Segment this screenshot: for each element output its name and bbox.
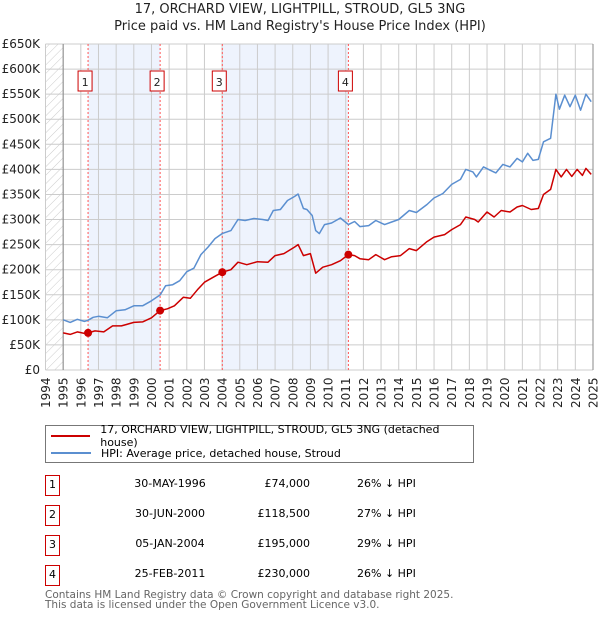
sale-point: [84, 328, 93, 337]
x-tick-label: 2005: [233, 377, 247, 408]
x-tick-label: 2025: [587, 377, 600, 408]
sale-number-badge: 3: [45, 535, 60, 556]
y-tick-label: £450K: [2, 137, 42, 151]
y-tick-label: £200K: [2, 263, 42, 277]
sale-hpi-diff: 26% ↓ HPI: [357, 567, 416, 580]
x-tick-label: 2006: [251, 377, 265, 408]
sale-number-badge: 2: [45, 505, 60, 526]
series-line-hpi: [62, 93, 592, 324]
x-tick-label: 2004: [216, 377, 230, 408]
sale-date: 25-FEB-2011: [134, 567, 206, 580]
y-tick-label: £500K: [2, 112, 42, 126]
x-tick-label: 1999: [127, 377, 141, 408]
x-tick-label: 2009: [304, 377, 318, 408]
sale-point: [218, 268, 227, 277]
sale-price: £118,500: [257, 507, 311, 520]
x-tick-label: 2015: [410, 377, 424, 408]
y-tick-label: £350K: [2, 187, 42, 201]
table-row: 1 30-MAY-1996 £74,000 26% ↓ HPI: [45, 475, 445, 496]
sale-price: £74,000: [264, 477, 311, 490]
y-tick-label: £150K: [2, 288, 42, 302]
chart-title: 17, ORCHARD VIEW, LIGHTPILL, STROUD, GL5…: [134, 2, 466, 17]
x-tick-label: 2002: [180, 377, 194, 408]
table-row: 3 05-JAN-2004 £195,000 29% ↓ HPI: [45, 535, 445, 556]
legend-label-hpi: HPI: Average price, detached house, Stro…: [101, 446, 341, 460]
x-tick-label: 2016: [428, 377, 442, 408]
legend-item-hpi: HPI: Average price, detached house, Stro…: [46, 445, 341, 461]
x-tick-label: 1998: [110, 377, 124, 408]
x-tick-label: 2007: [269, 377, 283, 408]
sale-hpi-diff: 27% ↓ HPI: [357, 507, 416, 520]
x-tick-label: 2017: [445, 377, 459, 408]
x-tick-label: 1995: [57, 377, 71, 408]
sale-price: £230,000: [257, 567, 311, 580]
x-tick-label: 1994: [39, 377, 53, 408]
x-tick-label: 2018: [463, 377, 477, 408]
footer-copyright: Contains HM Land Registry data © Crown c…: [45, 589, 454, 601]
x-tick-label: 1997: [92, 377, 106, 408]
y-tick-label: £650K: [2, 37, 42, 51]
sale-date: 05-JAN-2004: [135, 537, 205, 550]
sale-label-number: 2: [154, 76, 161, 89]
sale-label-box: [211, 70, 227, 92]
shaded-period-3-4: [222, 44, 349, 370]
sale-point: [156, 306, 165, 315]
y-tick-label: £600K: [2, 62, 42, 76]
x-tick-label: 2010: [322, 377, 336, 408]
y-tick-label: £550K: [2, 87, 42, 101]
x-tick-label: 2003: [198, 377, 212, 408]
x-tick-label: 2020: [498, 377, 512, 408]
legend-swatch-hpi: [51, 452, 91, 454]
x-tick-label: 2012: [357, 377, 371, 408]
chart-subtitle: Price paid vs. HM Land Registry's House …: [114, 19, 486, 34]
sale-hpi-diff: 26% ↓ HPI: [357, 477, 416, 490]
x-tick-label: 2021: [516, 377, 530, 408]
y-tick-label: £0: [25, 363, 40, 377]
x-tick-label: 2011: [339, 377, 353, 408]
legend-item-property: 17, ORCHARD VIEW, LIGHTPILL, STROUD, GL5…: [46, 423, 473, 449]
sale-number-badge: 4: [45, 565, 60, 586]
x-tick-label: 2014: [392, 377, 406, 408]
chart-legend: 17, ORCHARD VIEW, LIGHTPILL, STROUD, GL5…: [45, 423, 474, 463]
y-tick-label: £100K: [2, 313, 42, 327]
x-tick-label: 2024: [569, 377, 583, 408]
sale-date: 30-MAY-1996: [134, 477, 206, 490]
x-tick-label: 2019: [481, 377, 495, 408]
table-row: 4 25-FEB-2011 £230,000 26% ↓ HPI: [45, 565, 445, 586]
sale-hpi-diff: 29% ↓ HPI: [357, 537, 416, 550]
x-tick-label: 2023: [551, 377, 565, 408]
x-tick-label: 2013: [375, 377, 389, 408]
x-tick-label: 2001: [163, 377, 177, 408]
x-tick-label: 2000: [145, 377, 159, 408]
y-tick-label: £250K: [2, 238, 42, 252]
shaded-period-1-2: [88, 44, 161, 370]
sale-label-box: [149, 70, 165, 92]
sale-date: 30-JUN-2000: [134, 507, 206, 520]
sale-number-badge: 1: [45, 475, 60, 496]
x-tick-label: 2022: [534, 377, 548, 408]
y-tick-label: £50K: [9, 338, 41, 352]
sale-label-box: [77, 70, 93, 92]
y-tick-label: £300K: [2, 213, 42, 227]
legend-swatch-property: [51, 435, 91, 437]
y-tick-label: £400K: [2, 162, 42, 176]
sale-point: [344, 250, 353, 259]
footer-licence: This data is licensed under the Open Gov…: [45, 599, 380, 611]
sale-price: £195,000: [257, 537, 311, 550]
sale-label-number: 4: [342, 76, 349, 89]
table-row: 2 30-JUN-2000 £118,500 27% ↓ HPI: [45, 505, 445, 526]
x-tick-label: 1996: [74, 377, 88, 408]
legend-label-property: 17, ORCHARD VIEW, LIGHTPILL, STROUD, GL5…: [100, 423, 440, 449]
sale-label-number: 3: [216, 76, 223, 89]
sale-label-number: 1: [82, 76, 89, 89]
no-data-hatch: [45, 44, 64, 370]
sale-label-box: [337, 70, 353, 92]
x-tick-label: 2008: [286, 377, 300, 408]
price-chart: £0 £50K £100K £150K £200K £250K £300K £350K £400…: [2, 37, 600, 408]
